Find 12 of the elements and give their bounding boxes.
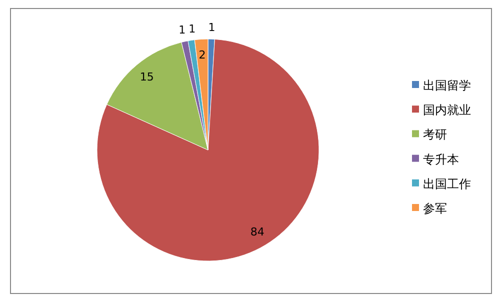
legend-label: 出国留学: [423, 78, 471, 92]
data-label: 1: [178, 24, 186, 37]
legend-label: 国内就业: [423, 103, 471, 118]
legend-label: 出国工作: [423, 176, 471, 191]
data-label: 84: [250, 226, 264, 239]
data-label: 1: [208, 21, 216, 34]
legend-label: 参军: [423, 202, 447, 216]
data-label: 1: [188, 22, 196, 36]
legend-label: 专升本: [423, 152, 459, 166]
legend-label: 考研: [423, 128, 447, 142]
data-label: 2: [198, 48, 206, 62]
data-label: 15: [140, 70, 154, 84]
